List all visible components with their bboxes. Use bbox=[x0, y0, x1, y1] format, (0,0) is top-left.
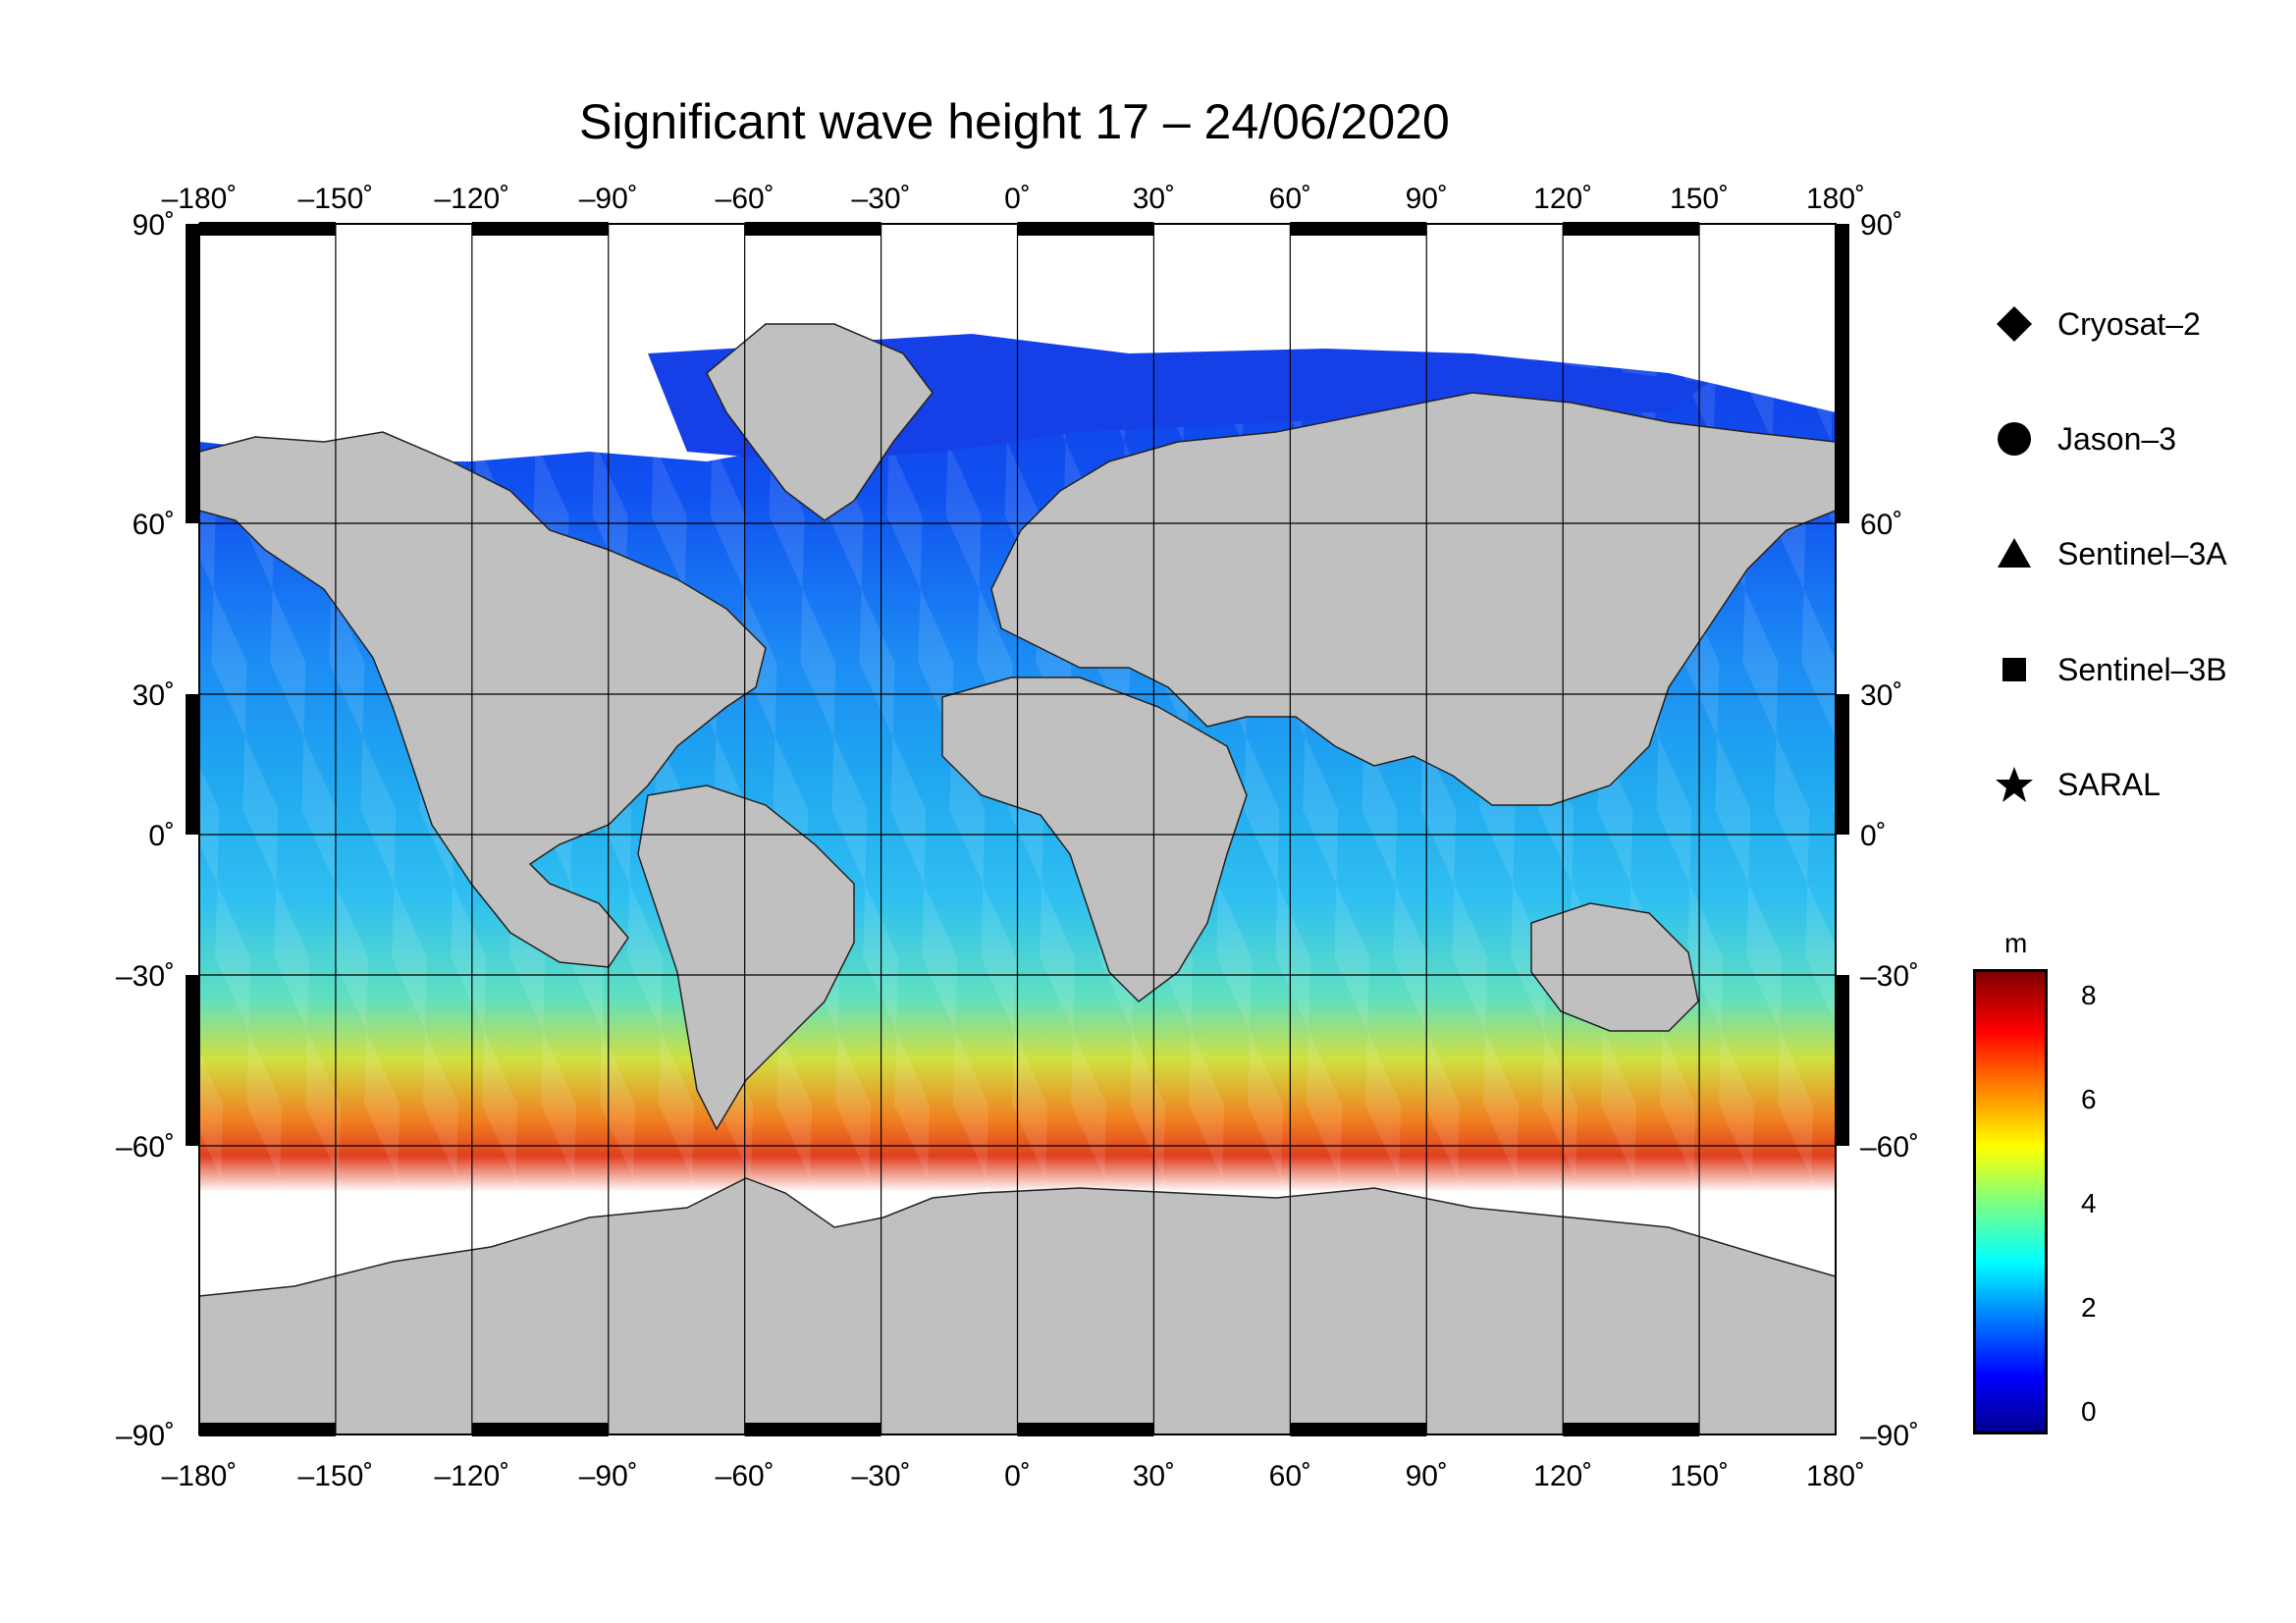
colorbar-unit: m bbox=[2004, 928, 2028, 958]
frame-bar bbox=[186, 694, 199, 835]
frame-bar bbox=[186, 975, 199, 1146]
lon-label: –180˚ bbox=[162, 183, 238, 215]
lon-label: 180˚ bbox=[1806, 1460, 1865, 1492]
lat-label: 0˚ bbox=[1860, 820, 1887, 852]
circle-icon bbox=[1993, 417, 2036, 460]
greenland bbox=[706, 323, 934, 521]
lon-label: –150˚ bbox=[298, 1460, 374, 1492]
lat-labels-left: 90˚ 60˚ 30˚ 0˚ –30˚ –60˚ –90˚ bbox=[116, 209, 175, 1452]
europe-asia bbox=[990, 392, 1836, 806]
lon-label: –180˚ bbox=[162, 1460, 238, 1492]
lon-label: 150˚ bbox=[1670, 183, 1729, 215]
lon-label: 30˚ bbox=[1133, 183, 1175, 215]
frame-bar bbox=[1836, 224, 1849, 523]
lat-label: 30˚ bbox=[133, 679, 175, 712]
star-icon bbox=[1993, 763, 2036, 806]
lon-label: 60˚ bbox=[1269, 183, 1311, 215]
colorbar-tick: 4 bbox=[2081, 1188, 2097, 1218]
lon-label: –90˚ bbox=[579, 1460, 638, 1492]
map-title: Significant wave height 17 – 24/06/2020 bbox=[579, 94, 1450, 149]
lon-label: 90˚ bbox=[1406, 1460, 1448, 1492]
lon-label: 60˚ bbox=[1269, 1460, 1311, 1492]
legend-item-sentinel-3a: Sentinel–3A bbox=[1993, 529, 2227, 578]
lat-label: –90˚ bbox=[1860, 1420, 1919, 1452]
lat-label: –60˚ bbox=[116, 1131, 175, 1163]
lat-label: –90˚ bbox=[116, 1420, 175, 1452]
lon-label: 90˚ bbox=[1406, 183, 1448, 215]
lon-label: 120˚ bbox=[1533, 183, 1592, 215]
lat-label: –30˚ bbox=[116, 960, 175, 993]
south-america bbox=[637, 784, 855, 1131]
north-america bbox=[199, 431, 767, 968]
lon-label: 150˚ bbox=[1670, 1460, 1729, 1492]
lat-label: 0˚ bbox=[148, 820, 175, 852]
frame-bar bbox=[744, 1423, 881, 1436]
lon-label: 0˚ bbox=[1004, 1460, 1031, 1492]
lon-labels-bottom: –180˚ –150˚ –120˚ –90˚ –60˚ –30˚ 0˚ 30˚ 60˚ 90˚ 12… bbox=[162, 1460, 1865, 1492]
frame-bar bbox=[744, 222, 881, 236]
frame-bar bbox=[471, 222, 609, 236]
frame-bar bbox=[1836, 694, 1849, 835]
frame-bar bbox=[1836, 975, 1849, 1146]
lat-label: 90˚ bbox=[133, 209, 175, 242]
graticule bbox=[199, 224, 1836, 1434]
lat-label: –60˚ bbox=[1860, 1131, 1919, 1163]
legend-label: Sentinel–3A bbox=[2057, 535, 2227, 571]
lon-label: –60˚ bbox=[716, 1460, 774, 1492]
legend-item-saral: SARAL bbox=[1993, 760, 2161, 809]
colorbar-tick: 8 bbox=[2081, 980, 2097, 1010]
legend-item-cryosat: Cryosat–2 bbox=[1993, 299, 2201, 349]
frame-bar bbox=[1290, 1423, 1427, 1436]
frame-bar bbox=[1563, 222, 1700, 236]
legend-item-jason: Jason–3 bbox=[1993, 414, 2176, 463]
lon-labels-top: –180˚ –150˚ –120˚ –90˚ –60˚ –30˚ 0˚ 30˚ 60˚ 90˚ 12… bbox=[162, 183, 1865, 215]
frame-bar bbox=[1017, 1423, 1154, 1436]
legend-label: SARAL bbox=[2057, 766, 2161, 802]
frame-bar bbox=[186, 224, 199, 523]
frame-bar bbox=[199, 1423, 336, 1436]
lon-label: –150˚ bbox=[298, 183, 374, 215]
lon-label: 0˚ bbox=[1004, 183, 1031, 215]
lon-label: –30˚ bbox=[852, 183, 911, 215]
lat-label: 90˚ bbox=[1860, 209, 1902, 242]
colorbar bbox=[1973, 969, 2048, 1434]
frame-bar bbox=[1563, 1423, 1700, 1436]
triangle-icon bbox=[1993, 532, 2036, 575]
legend-label: Sentinel–3B bbox=[2057, 651, 2227, 687]
lon-label: 30˚ bbox=[1133, 1460, 1175, 1492]
africa bbox=[941, 676, 1248, 1002]
lon-label: –120˚ bbox=[434, 183, 509, 215]
lon-label: 120˚ bbox=[1533, 1460, 1592, 1492]
lat-labels-right: 90˚ 60˚ 30˚ 0˚ –30˚ –60˚ –90˚ bbox=[1860, 209, 1919, 1452]
lat-label: 60˚ bbox=[1860, 509, 1902, 541]
diamond-icon bbox=[1993, 302, 2036, 346]
lat-label: 30˚ bbox=[1860, 679, 1902, 712]
legend-label: Jason–3 bbox=[2057, 420, 2176, 457]
square-icon bbox=[1993, 648, 2036, 691]
frame-bar bbox=[199, 222, 336, 236]
colorbar-tick: 6 bbox=[2081, 1084, 2097, 1114]
colorbar-tick: 2 bbox=[2081, 1292, 2097, 1323]
lon-label: –60˚ bbox=[716, 183, 774, 215]
legend-item-sentinel-3b: Sentinel–3B bbox=[1993, 645, 2227, 694]
legend-label: Cryosat–2 bbox=[2057, 305, 2201, 342]
colorbar-tick: 0 bbox=[2081, 1396, 2097, 1427]
frame-bar bbox=[1017, 222, 1154, 236]
lon-label: –120˚ bbox=[434, 1460, 509, 1492]
lon-label: 180˚ bbox=[1806, 183, 1865, 215]
lon-label: –90˚ bbox=[579, 183, 638, 215]
lat-label: –30˚ bbox=[1860, 960, 1919, 993]
lat-label: 60˚ bbox=[133, 509, 175, 541]
frame-bar bbox=[1290, 222, 1427, 236]
frame-bar bbox=[471, 1423, 609, 1436]
australia bbox=[1530, 902, 1699, 1032]
lon-label: –30˚ bbox=[852, 1460, 911, 1492]
frame-bars bbox=[186, 222, 1849, 1436]
